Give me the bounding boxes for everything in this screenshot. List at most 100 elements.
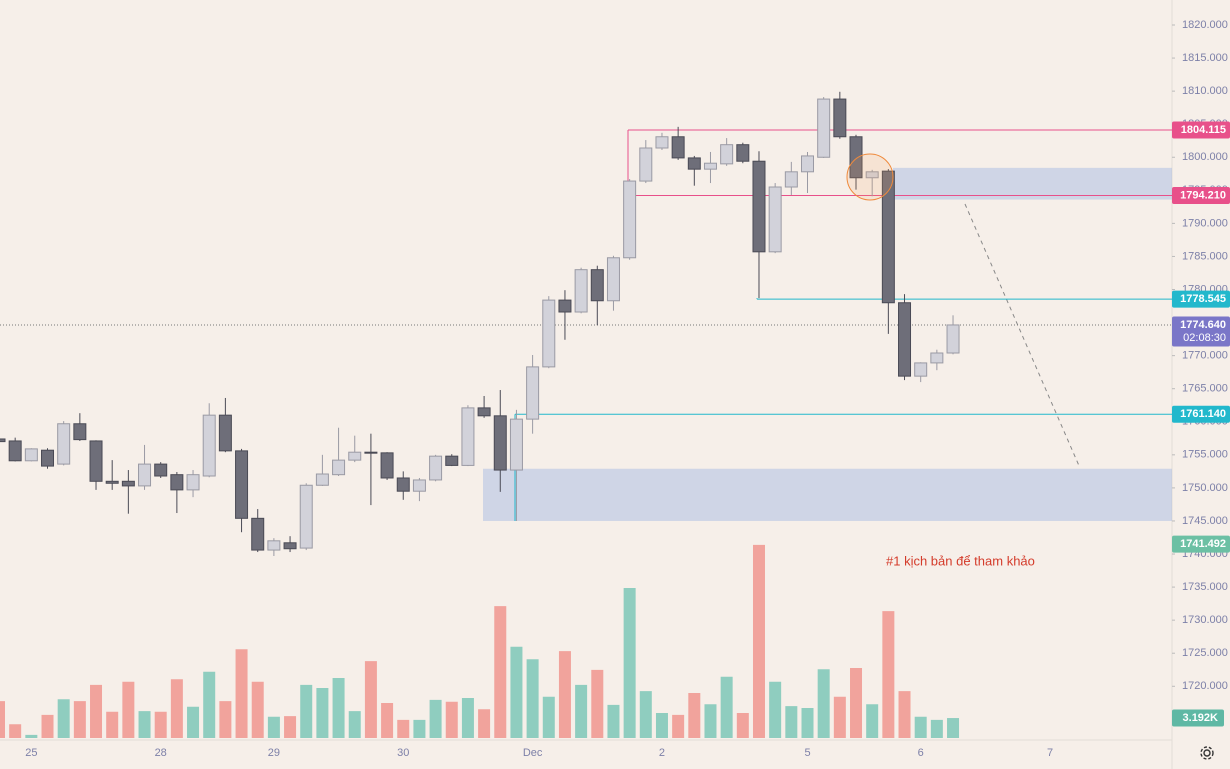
volume-bar (542, 696, 555, 738)
volume-bar (187, 706, 200, 738)
y-tick-label: 1755.000 (1182, 449, 1228, 461)
candle-body (768, 186, 782, 253)
candle-body (526, 366, 540, 420)
volume-bar (736, 713, 749, 738)
candle-body (154, 463, 168, 477)
annotation: #1 kịch bản để tham khảo (886, 553, 1035, 568)
volume-bar (575, 684, 588, 738)
candle-body (801, 155, 814, 173)
y-tick-label: 1785.000 (1182, 250, 1228, 262)
y-tick-label: 1720.000 (1182, 680, 1228, 692)
y-tick-label: 1800.000 (1182, 151, 1228, 163)
candle-body (558, 299, 572, 313)
candle-body (898, 302, 912, 377)
volume-marker-label: 3.192K (1183, 712, 1219, 724)
zone (893, 167, 1172, 200)
price-marker-label: 1774.640 (1180, 319, 1226, 331)
volume-bar (25, 734, 38, 738)
candle-body (0, 438, 6, 443)
candle-body (865, 171, 879, 179)
x-tick-label: Dec (523, 747, 543, 759)
volume-bar (898, 691, 911, 738)
volume-bar (720, 676, 733, 738)
candle-body (687, 157, 701, 170)
candle-body (930, 352, 944, 364)
candle-body (752, 160, 766, 253)
candle-body (57, 423, 71, 465)
volume-bar (397, 719, 410, 738)
volume-bar (445, 701, 458, 738)
candle-body (493, 415, 507, 471)
volume-bar (300, 684, 313, 738)
volume-bar (607, 704, 620, 738)
price-marker (1172, 121, 1230, 139)
volume-bar (90, 684, 103, 738)
y-tick-label: 1770.000 (1182, 350, 1228, 362)
volume-bar (219, 701, 232, 738)
candle-body (251, 517, 265, 551)
price-marker-label: 1778.545 (1180, 293, 1226, 305)
volume-bar (752, 544, 765, 738)
candle-body (73, 423, 87, 441)
volume-bar (510, 646, 523, 738)
y-tick-label: 1745.000 (1182, 515, 1228, 527)
volume-bar (413, 719, 426, 738)
settings-icon[interactable] (1200, 746, 1214, 760)
volume-bar (704, 704, 717, 738)
volume-bar (947, 718, 960, 738)
volume-bar (332, 678, 345, 738)
candle-body (396, 477, 410, 492)
price-marker (1172, 290, 1230, 308)
volume-bar (203, 671, 216, 738)
volume-bar (57, 699, 70, 738)
volume-bar (801, 708, 814, 738)
y-tick-label: 1765.000 (1182, 383, 1228, 395)
price-marker-label: 1741.492 (1180, 538, 1226, 550)
price-marker (1172, 187, 1230, 205)
volume-bar (882, 611, 895, 738)
candle-body (946, 324, 960, 354)
candle-body (817, 98, 831, 158)
volume-bar (348, 711, 361, 738)
volume-bar (316, 688, 329, 738)
candle-body (348, 451, 362, 461)
volume-bar (930, 719, 943, 738)
volume-bar (817, 669, 830, 738)
price-marker-label: 1804.115 (1181, 124, 1226, 136)
volume-bar (0, 701, 5, 738)
y-tick-label: 1790.000 (1182, 217, 1228, 229)
volume-bar (267, 716, 280, 738)
candle-body (849, 136, 863, 179)
candle-body (671, 136, 685, 159)
y-tick-label: 1820.000 (1182, 19, 1228, 31)
candle-body (170, 474, 184, 491)
x-tick-label: 30 (397, 747, 409, 759)
volume-bar (9, 724, 22, 738)
x-tick-label: 7 (1047, 747, 1053, 759)
x-tick-label: 5 (804, 747, 810, 759)
volume-bar (364, 661, 377, 738)
x-tick-label: 25 (25, 747, 37, 759)
candle-body (218, 414, 232, 452)
volume-bar (154, 711, 167, 738)
candle-body (429, 455, 443, 481)
y-tick-label: 1730.000 (1182, 614, 1228, 626)
candle-body (445, 455, 459, 466)
volume-bar (672, 714, 685, 738)
candle-body (121, 480, 135, 487)
volume-marker (1172, 709, 1224, 727)
x-tick-label: 28 (155, 747, 167, 759)
candle-body (380, 452, 394, 479)
candle-body (105, 480, 119, 484)
volume-bar (478, 709, 491, 738)
price-marker-label: 1761.140 (1180, 408, 1226, 420)
candle-body (24, 448, 38, 462)
price-marker (1172, 405, 1230, 423)
candle-body (784, 171, 798, 188)
candle-body (477, 407, 491, 417)
volume-bar (106, 711, 119, 738)
volume-bar (138, 711, 151, 738)
candle-body (881, 170, 895, 304)
candle-body (639, 147, 653, 182)
